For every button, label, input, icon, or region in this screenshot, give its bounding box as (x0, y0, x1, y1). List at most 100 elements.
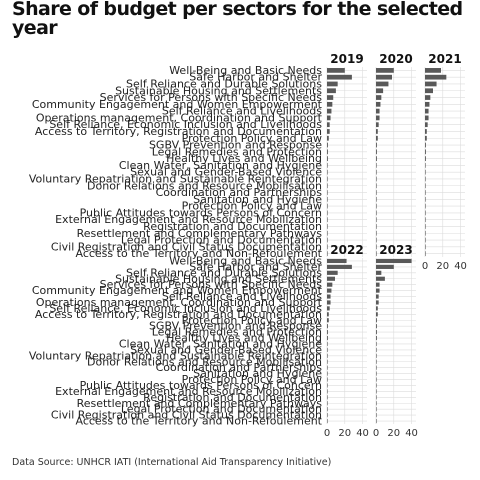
category-label: Safe Harbor and Shelter (189, 260, 322, 273)
category-label: Clean Water, Sanitation and Hygiene (119, 337, 322, 350)
bar (327, 264, 352, 269)
chart-title: Share of budget per sectors for the sele… (12, 0, 463, 39)
bar (376, 318, 377, 323)
bar (327, 407, 328, 412)
bar (425, 74, 447, 80)
facet-panel-2021: 2021 0 20 40 (422, 52, 467, 272)
category-label: Registration and Documentation (143, 391, 322, 404)
bar (376, 108, 380, 114)
category-label: Sustainable Housing and Settlements (115, 84, 322, 97)
category-label: Legal Protection and Documentation (121, 234, 322, 247)
bar (327, 371, 328, 376)
bar (376, 258, 412, 264)
bar (327, 129, 330, 134)
bar (327, 341, 328, 347)
bar (327, 95, 334, 100)
bar (376, 68, 394, 73)
category-label: Protection Policy and Law (182, 200, 322, 213)
category-label: SGBV Prevention and Response (149, 320, 322, 333)
bar (327, 108, 332, 114)
bar (376, 135, 378, 141)
bar (327, 383, 328, 388)
bar (376, 196, 377, 202)
category-label: Community Engagement and Women Empowerme… (32, 98, 323, 111)
bar (327, 300, 331, 305)
bar (425, 237, 426, 243)
bar (327, 288, 332, 293)
bar (425, 210, 426, 216)
bar (376, 341, 377, 347)
bar (376, 371, 377, 376)
category-label: Coordination and Partnerships (156, 361, 323, 374)
category-label: Public Attitudes towards Persons of Conc… (80, 379, 322, 392)
category-label: Access to the Territory and Non-Refoulem… (75, 415, 322, 428)
category-label: Safe Harbor and Shelter (189, 71, 322, 84)
bar (425, 251, 426, 256)
bar (376, 300, 379, 305)
facet-title: 2020 (379, 52, 412, 66)
category-label: SGBV Prevention and Response (149, 139, 322, 152)
bar (376, 413, 377, 418)
category-label: Donor Relations and Resource Mobilisatio… (87, 355, 322, 368)
bar (376, 276, 385, 281)
bar (327, 359, 328, 364)
bar (327, 101, 333, 107)
bar (327, 353, 328, 358)
bar (327, 282, 333, 287)
bar (425, 244, 426, 250)
bar (327, 330, 328, 335)
x-tick-label: 0 (373, 428, 379, 439)
bar (327, 142, 328, 148)
category-label: Self Reliance and Livelihoods (162, 290, 322, 303)
category-label: Civil Registration and Civil Status Docu… (51, 409, 322, 422)
bar (327, 183, 328, 189)
category-label: Clean Water, Sanitation and Hygiene (119, 159, 322, 172)
category-label: Operations management, Coordination and … (36, 111, 323, 124)
bar (376, 149, 377, 155)
category-label: Healthy Lives and Wellbeing (166, 152, 322, 165)
category-label: Self Reliance and Livelihoods (162, 105, 322, 118)
bar (425, 183, 426, 189)
category-label: Coordination and Partnerships (156, 186, 323, 199)
bar (327, 401, 328, 406)
bar (327, 74, 352, 80)
bar (425, 101, 430, 107)
category-label: Well-Being and Basic Needs (169, 64, 322, 77)
category-label: Access to Territory, Registration and Do… (35, 125, 322, 138)
bar (376, 176, 377, 182)
bar (376, 330, 377, 335)
bar (376, 383, 377, 388)
x-tick-label: 40 (356, 428, 369, 439)
bar (327, 88, 336, 94)
bar (376, 407, 377, 412)
bar (376, 169, 377, 175)
bar (376, 101, 381, 107)
bar (327, 115, 331, 121)
bar (425, 176, 426, 182)
bar (376, 88, 384, 94)
category-label: Operations management, Coordination and … (36, 296, 323, 309)
bar (327, 276, 335, 281)
category-label: Well-Being and Basic Needs (169, 254, 322, 267)
bar (376, 224, 377, 229)
bar (425, 190, 426, 195)
bar (376, 129, 378, 134)
bar (376, 294, 379, 299)
category-label: Access to Territory, Registration and Do… (35, 308, 322, 321)
bar (376, 365, 377, 370)
category-label: Legal Protection and Documentation (121, 403, 322, 416)
x-tick-label: 20 (387, 428, 400, 439)
bar (425, 149, 426, 155)
bar (327, 306, 330, 311)
bar (376, 210, 377, 216)
bar (425, 81, 437, 87)
bar (327, 230, 328, 236)
bar (327, 176, 328, 182)
bar (425, 203, 426, 209)
bar (327, 190, 328, 195)
category-label: Self Reliance, Economic Inclusion and Li… (49, 302, 322, 315)
bar (425, 108, 429, 114)
